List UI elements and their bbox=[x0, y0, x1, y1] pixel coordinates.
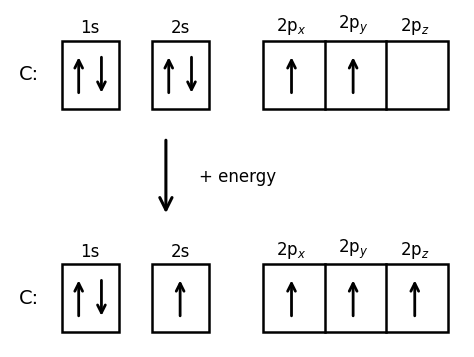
Text: 2s: 2s bbox=[171, 20, 190, 37]
Text: 2p$_z$: 2p$_z$ bbox=[400, 16, 429, 37]
Text: 2s: 2s bbox=[171, 243, 190, 261]
Text: C:: C: bbox=[19, 65, 39, 85]
Text: C:: C: bbox=[19, 288, 39, 308]
Text: + energy: + energy bbox=[199, 168, 276, 186]
Text: 1s: 1s bbox=[81, 20, 100, 37]
Bar bbox=[263, 264, 448, 332]
Bar bbox=[62, 264, 118, 332]
Text: 2p$_x$: 2p$_x$ bbox=[276, 16, 307, 37]
Bar bbox=[152, 41, 209, 109]
Text: 2p$_y$: 2p$_y$ bbox=[338, 237, 368, 261]
Bar bbox=[263, 41, 448, 109]
Text: 2p$_x$: 2p$_x$ bbox=[276, 240, 307, 261]
Bar bbox=[62, 41, 118, 109]
Bar bbox=[152, 264, 209, 332]
Text: 2p$_y$: 2p$_y$ bbox=[338, 14, 368, 37]
Text: 1s: 1s bbox=[81, 243, 100, 261]
Text: 2p$_z$: 2p$_z$ bbox=[400, 240, 429, 261]
